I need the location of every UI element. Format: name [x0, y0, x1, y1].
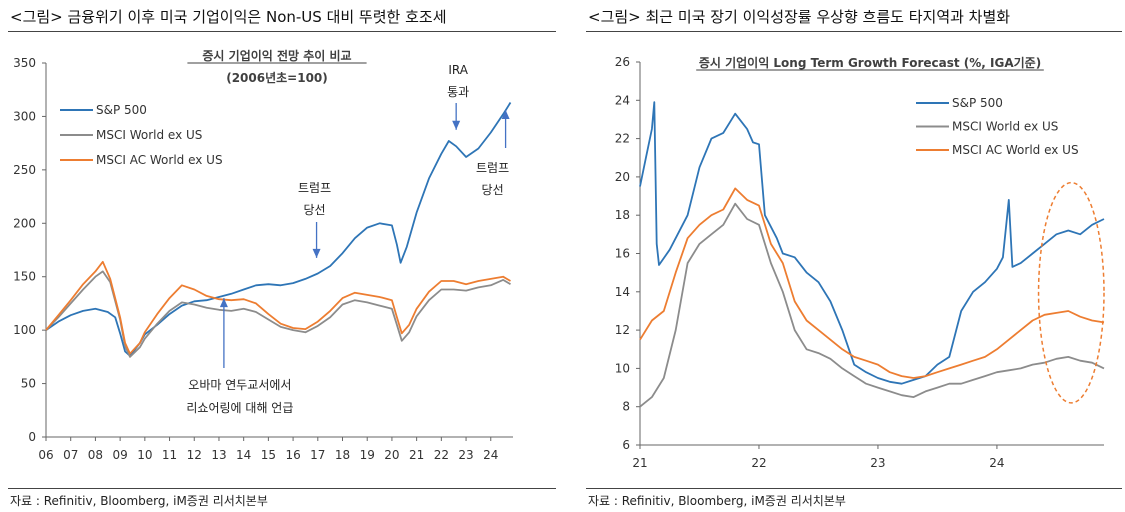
- left-source-rule: [8, 488, 556, 489]
- right-xtick-label: 22: [751, 456, 766, 470]
- annotation-obama-line2: 리쇼어링에 대해 언급: [186, 401, 293, 415]
- left-xtick-label: 17: [310, 448, 325, 462]
- left-ytick-label: 350: [13, 56, 36, 70]
- right-chart-title: 증시 기업이익 Long Term Growth Forecast (%, IG…: [699, 55, 1041, 70]
- right-legend-label-sp500: S&P 500: [952, 96, 1003, 110]
- right-legend-label-msci_world: MSCI World ex US: [952, 120, 1058, 134]
- left-ytick-label: 50: [21, 377, 36, 391]
- right-source-rule: [586, 488, 1122, 489]
- left-legend-label-sp500: S&P 500: [96, 103, 147, 117]
- right-chart-svg: 증시 기업이익 Long Term Growth Forecast (%, IG…: [615, 55, 1105, 470]
- left-chart-svg: 증시 기업이익 전망 추이 비교(2006년초=100)050100150200…: [13, 48, 513, 462]
- left-ytick-label: 0: [28, 430, 36, 444]
- right-xtick-label: 21: [632, 456, 647, 470]
- annotation-trump2016-line2: 당선: [304, 203, 326, 217]
- left-source-note: 자료 : Refinitiv, Bloomberg, iM증권 리서치본부: [10, 494, 268, 508]
- right-ytick-label: 16: [615, 247, 630, 261]
- annotation-trump2016-line1: 트럼프: [298, 181, 331, 195]
- left-xtick-label: 15: [261, 448, 276, 462]
- left-legend-label-msci_world: MSCI World ex US: [96, 128, 202, 142]
- left-series-line-sp500: [45, 102, 512, 357]
- left-xtick-label: 09: [112, 448, 127, 462]
- left-xtick-label: 21: [409, 448, 424, 462]
- right-legend-label-msci_ac: MSCI AC World ex US: [952, 143, 1079, 157]
- left-xtick-label: 20: [384, 448, 399, 462]
- right-xtick-label: 24: [989, 456, 1004, 470]
- annotation-trump2024-line2: 당선: [482, 183, 504, 197]
- left-xtick-label: 23: [458, 448, 473, 462]
- left-xtick-label: 13: [211, 448, 226, 462]
- right-ytick-label: 22: [615, 132, 630, 146]
- annotation-obama-arrow-head: [219, 298, 228, 308]
- right-ytick-label: 26: [615, 55, 630, 69]
- annotation-ira-line2: 통과: [447, 85, 469, 99]
- right-ytick-label: 20: [615, 170, 630, 184]
- right-ytick-label: 24: [615, 93, 630, 107]
- right-chart-panel: <그림> 최근 미국 장기 이익성장률 우상향 흐름도 타지역과 차별화 증시 …: [578, 0, 1125, 512]
- left-xtick-label: 12: [187, 448, 202, 462]
- left-ytick-label: 250: [13, 163, 36, 177]
- right-series-line-sp500: [639, 101, 1105, 385]
- left-xtick-label: 18: [335, 448, 350, 462]
- right-title-rule: [586, 31, 1122, 32]
- left-ytick-label: 100: [13, 323, 36, 337]
- right-ytick-label: 14: [615, 285, 630, 299]
- annotation-obama-line1: 오바마 연두교서에서: [188, 378, 291, 392]
- left-xtick-label: 10: [137, 448, 152, 462]
- left-series-line-msci_ac: [45, 260, 511, 355]
- left-xtick-label: 06: [38, 448, 53, 462]
- right-ytick-label: 8: [622, 400, 630, 414]
- left-ytick-label: 150: [13, 270, 36, 284]
- right-ytick-label: 18: [615, 208, 630, 222]
- annotation-trump2024-line1: 트럼프: [476, 161, 509, 175]
- annotation-trump2024-arrow-head: [501, 110, 510, 119]
- left-ytick-label: 200: [13, 216, 36, 230]
- left-chart-panel: <그림> 금융위기 이후 미국 기업이익은 Non-US 대비 뚜렷한 호조세 …: [0, 0, 560, 512]
- right-ytick-label: 6: [622, 438, 630, 452]
- left-panel-title: <그림> 금융위기 이후 미국 기업이익은 Non-US 대비 뚜렷한 호조세: [10, 8, 447, 26]
- annotation-ira-line1: IRA: [448, 63, 468, 77]
- left-xtick-label: 22: [434, 448, 449, 462]
- right-ytick-label: 12: [615, 323, 630, 337]
- left-title-rule: [8, 31, 556, 32]
- annotation-ira-arrow-head: [452, 120, 461, 130]
- left-chart-title: 증시 기업이익 전망 추이 비교: [202, 48, 351, 63]
- left-chart-subtitle: (2006년초=100): [226, 71, 328, 85]
- right-xtick-label: 23: [870, 456, 885, 470]
- right-ytick-label: 10: [615, 361, 630, 375]
- left-xtick-label: 16: [285, 448, 300, 462]
- right-panel-title: <그림> 최근 미국 장기 이익성장률 우상향 흐름도 타지역과 차별화: [588, 8, 1011, 26]
- left-xtick-label: 07: [63, 448, 78, 462]
- left-xtick-label: 24: [483, 448, 498, 462]
- right-series-line-msci_ac: [639, 187, 1105, 379]
- left-ytick-label: 300: [13, 109, 36, 123]
- right-source-note: 자료 : Refinitiv, Bloomberg, iM증권 리서치본부: [588, 494, 846, 508]
- left-xtick-label: 11: [162, 448, 177, 462]
- highlight-dashed-ellipse: [1037, 181, 1105, 404]
- right-series-line-msci_world: [639, 202, 1105, 408]
- left-xtick-label: 08: [88, 448, 103, 462]
- left-legend-label-msci_ac: MSCI AC World ex US: [96, 153, 223, 167]
- annotation-trump2016-arrow-head: [312, 248, 321, 258]
- left-xtick-label: 19: [360, 448, 375, 462]
- left-xtick-label: 14: [236, 448, 251, 462]
